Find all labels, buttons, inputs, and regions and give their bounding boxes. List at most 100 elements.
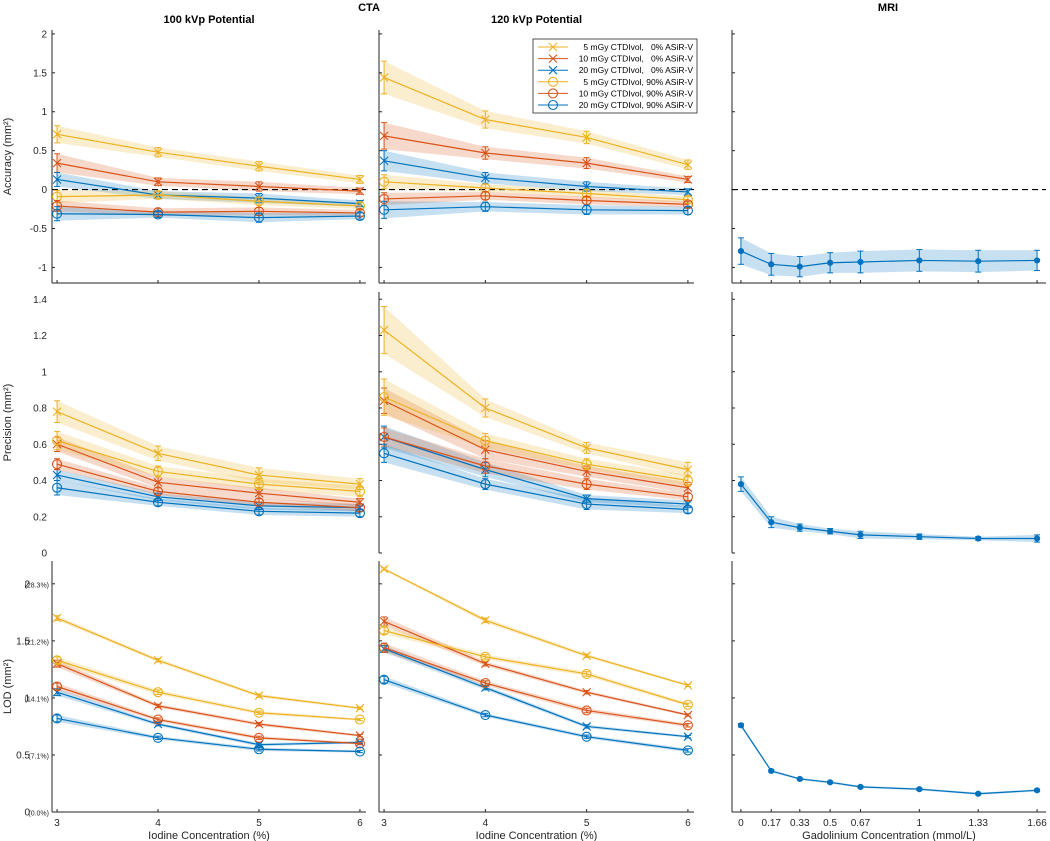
y-tick-label: 0.2 <box>33 512 47 523</box>
y-tick-label: 0 <box>41 185 47 196</box>
data-point <box>379 392 390 403</box>
error-bar <box>482 654 489 660</box>
data-point <box>857 783 864 791</box>
data-point <box>737 481 745 488</box>
error-bar <box>255 735 262 741</box>
data-point <box>253 506 265 517</box>
error-bar <box>155 465 162 478</box>
y-tick-label: 1.5 <box>33 68 47 79</box>
error-band <box>384 444 688 514</box>
error-band <box>384 61 688 170</box>
data-point <box>582 687 592 697</box>
panel-prec-120 <box>378 292 693 554</box>
error-bar <box>583 498 590 510</box>
data-point <box>253 744 265 755</box>
data-point <box>379 625 390 636</box>
series-line <box>383 329 689 471</box>
series-line <box>383 679 689 751</box>
series-5-mgy-0- <box>379 564 693 690</box>
error-bar <box>583 671 590 677</box>
error-bar <box>155 210 162 219</box>
data-point <box>153 655 163 665</box>
legend-marker-icon <box>547 88 559 99</box>
error-bar <box>482 478 489 491</box>
series-20-mgy-90- <box>51 480 365 519</box>
series-line <box>56 440 360 492</box>
data-point <box>916 533 923 540</box>
x-axis-label: Iodine Concentration (%) <box>148 830 270 841</box>
data-point <box>683 499 693 509</box>
data-point <box>581 731 592 742</box>
data-point <box>683 732 693 742</box>
data-point <box>581 459 592 470</box>
data-point <box>581 668 592 680</box>
error-bar <box>255 710 262 715</box>
data-point <box>153 448 163 458</box>
series-5-mgy-90- <box>51 655 365 725</box>
data-point <box>480 173 490 183</box>
series-line <box>740 250 1038 268</box>
data-point <box>152 714 164 725</box>
data-point <box>379 564 389 574</box>
data-point <box>683 680 693 690</box>
error-band <box>384 427 688 501</box>
series-line <box>383 630 689 706</box>
data-point <box>480 615 490 625</box>
series-line <box>56 617 361 709</box>
data-point <box>379 176 390 187</box>
data-point <box>1033 787 1041 794</box>
data-point <box>153 701 163 711</box>
legend-label: 20 mGy CTDIvol, 90% ASiR-V <box>579 100 694 110</box>
series-5-mgy-0- <box>52 400 365 491</box>
series-line <box>57 194 360 207</box>
legend-box <box>532 38 698 114</box>
data-point <box>682 699 693 710</box>
x-axis-label: Gadolinium Concentration (mmol/L) <box>802 830 976 841</box>
data-point <box>355 175 365 184</box>
series-mri <box>737 237 1041 278</box>
data-point <box>51 713 63 724</box>
data-point <box>683 483 693 493</box>
data-point <box>355 186 365 196</box>
data-point <box>682 205 693 216</box>
error-bar <box>381 378 388 416</box>
error-bar <box>381 675 388 684</box>
data-point <box>52 613 62 623</box>
data-point <box>153 492 163 502</box>
legend-label: 20 mGy CTDIvol, 0% ASiR-V <box>579 65 694 75</box>
error-bar <box>684 748 691 753</box>
legend-item: 20 mGy CTDIvol, 90% ASiR-V <box>538 99 694 111</box>
y-tick-label: 1.5 <box>16 636 30 647</box>
series-10-mgy-90- <box>379 190 693 210</box>
series-10-mgy-90- <box>379 427 693 502</box>
data-point <box>582 443 592 453</box>
series-line <box>56 178 360 205</box>
error-band <box>384 150 688 196</box>
series-line <box>56 162 360 192</box>
y-tick-label: 0.5 <box>33 146 47 157</box>
series-line <box>383 647 689 726</box>
data-point <box>355 731 365 740</box>
series-line <box>383 76 689 166</box>
data-point <box>254 719 264 729</box>
y-tick-label: 1 <box>41 367 47 378</box>
x-tick-label: 3 <box>54 818 60 829</box>
series-line <box>383 648 688 738</box>
legend-marker-icon <box>547 76 559 87</box>
data-point <box>480 445 490 455</box>
x-tick-label: 6 <box>685 818 691 829</box>
series-5-mgy-90- <box>51 431 365 498</box>
data-point <box>975 535 982 542</box>
error-bar <box>583 478 590 491</box>
series-10-mgy-90- <box>51 199 365 218</box>
data-point <box>152 189 164 201</box>
panel-acc-120: 120 kVp Potential <box>378 14 694 284</box>
data-point <box>916 257 923 264</box>
error-band <box>57 431 360 497</box>
data-point <box>683 175 693 184</box>
error-bar <box>381 443 388 463</box>
error-bar <box>155 735 162 741</box>
mri-suptitle: MRI <box>878 2 898 14</box>
legend-label: 10 mGy CTDIvol, 0% ASiR-V <box>579 54 694 64</box>
data-point <box>768 261 775 268</box>
